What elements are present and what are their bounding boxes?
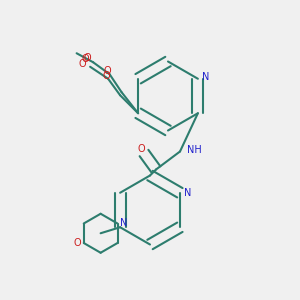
Text: N: N [184,188,191,198]
Text: N: N [120,218,127,229]
Text: O: O [103,66,111,76]
Text: NH: NH [188,145,202,155]
Text: O: O [79,59,86,69]
Text: O: O [82,54,89,64]
Text: O: O [138,144,146,154]
Text: O: O [73,238,81,248]
Text: N: N [202,72,209,82]
Text: O: O [103,71,110,81]
Text: O: O [83,53,91,63]
